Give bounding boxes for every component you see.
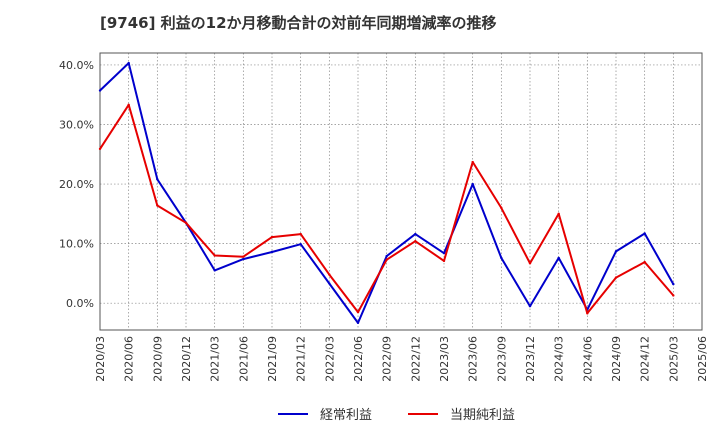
x-tick-label: 2024/12 — [639, 336, 652, 382]
legend-swatch-series-2 — [408, 412, 438, 415]
data-point-series-1 — [557, 256, 560, 260]
data-point-series-2 — [385, 258, 388, 261]
x-tick-label: 2020/03 — [94, 336, 107, 382]
x-tick-label: 2020/12 — [180, 336, 193, 382]
data-point-series-1 — [98, 89, 102, 92]
data-point-series-2 — [442, 259, 446, 263]
x-tick-label: 2024/03 — [553, 336, 566, 382]
x-tick-label: 2021/12 — [295, 336, 308, 382]
chart-legend: 経常利益 当期純利益 — [0, 404, 720, 428]
data-point-series-2 — [557, 212, 560, 216]
legend-label-series-2: 当期純利益 — [450, 408, 516, 423]
y-tick-label: 30.0% — [59, 118, 94, 131]
data-point-series-1 — [385, 254, 388, 258]
x-tick-label: 2022/12 — [409, 336, 422, 382]
y-tick-label: 20.0% — [59, 178, 94, 191]
data-point-series-1 — [614, 250, 618, 253]
data-point-series-2 — [414, 240, 417, 243]
x-tick-label: 2020/06 — [123, 336, 136, 382]
data-point-series-1 — [127, 61, 130, 65]
data-point-series-1 — [242, 257, 245, 261]
data-point-series-1 — [213, 269, 216, 272]
data-point-series-2 — [213, 254, 216, 257]
legend-item-series-2: 当期純利益 — [408, 404, 515, 423]
legend-swatch-series-1 — [278, 412, 308, 415]
data-point-series-2 — [614, 276, 618, 279]
data-point-series-1 — [500, 256, 503, 260]
data-point-series-2 — [528, 262, 532, 265]
x-tick-label: 2020/09 — [151, 336, 164, 382]
data-point-series-2 — [471, 160, 474, 164]
x-tick-label: 2021/03 — [209, 336, 222, 382]
data-point-series-1 — [442, 251, 446, 255]
data-point-series-1 — [328, 282, 331, 285]
data-point-series-2 — [98, 147, 102, 151]
data-point-series-2 — [270, 235, 274, 239]
x-tick-label: 2023/06 — [467, 336, 480, 382]
data-point-series-1 — [299, 243, 302, 246]
data-point-series-2 — [184, 221, 188, 224]
x-tick-label: 2024/09 — [610, 336, 623, 382]
data-point-series-2 — [356, 310, 360, 314]
x-tick-label: 2025/06 — [696, 336, 709, 382]
x-tick-label: 2025/03 — [667, 336, 680, 382]
y-tick-label: 10.0% — [59, 238, 94, 251]
data-point-series-2 — [672, 294, 675, 297]
x-tick-label: 2023/12 — [524, 336, 537, 382]
x-tick-label: 2022/09 — [381, 336, 394, 382]
data-point-series-1 — [471, 182, 474, 186]
plot-area — [100, 53, 702, 330]
x-tick-label: 2023/03 — [438, 336, 451, 382]
x-tick-label: 2021/09 — [266, 336, 279, 382]
legend-item-series-1: 経常利益 — [278, 404, 372, 423]
data-point-series-2 — [586, 312, 589, 315]
data-point-series-2 — [500, 206, 503, 210]
x-tick-label: 2023/09 — [495, 336, 508, 382]
x-tick-label: 2022/03 — [323, 336, 336, 382]
data-point-series-2 — [127, 103, 130, 107]
data-point-series-2 — [242, 255, 245, 258]
data-point-series-1 — [672, 282, 675, 286]
plot-frame — [99, 52, 703, 331]
data-point-series-1 — [356, 321, 360, 325]
data-point-series-1 — [528, 304, 532, 308]
y-tick-label: 40.0% — [59, 59, 94, 72]
x-tick-label: 2022/06 — [352, 336, 365, 382]
data-point-series-1 — [156, 178, 159, 181]
data-point-series-1 — [414, 232, 417, 236]
data-point-series-2 — [156, 204, 159, 207]
chart-title: [9746] 利益の12か月移動合計の対前年同期増減率の推移 — [100, 14, 497, 32]
legend-label-series-1: 経常利益 — [320, 408, 373, 423]
data-point-series-2 — [299, 232, 302, 236]
data-point-series-2 — [643, 260, 646, 264]
data-point-series-2 — [328, 273, 331, 276]
x-tick-label: 2021/06 — [237, 336, 250, 382]
data-point-series-1 — [643, 232, 646, 235]
y-tick-label: 0.0% — [66, 297, 94, 310]
data-point-series-1 — [270, 250, 274, 254]
x-tick-label: 2024/06 — [581, 336, 594, 382]
